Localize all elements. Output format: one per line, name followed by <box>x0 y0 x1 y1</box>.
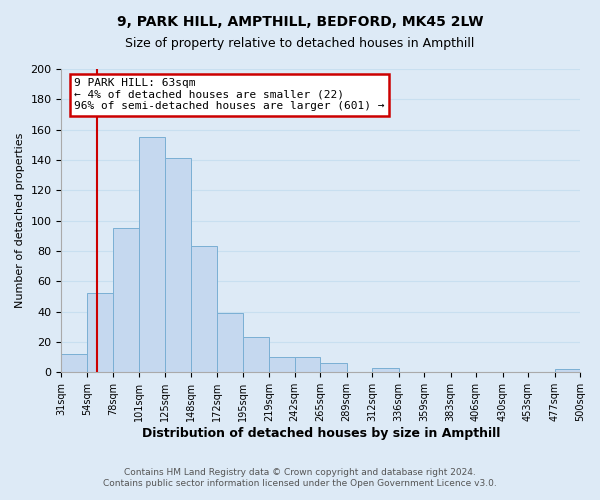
Text: 9, PARK HILL, AMPTHILL, BEDFORD, MK45 2LW: 9, PARK HILL, AMPTHILL, BEDFORD, MK45 2L… <box>117 15 483 29</box>
Bar <box>217 313 243 372</box>
Bar <box>320 363 347 372</box>
Bar <box>191 246 217 372</box>
Y-axis label: Number of detached properties: Number of detached properties <box>15 133 25 308</box>
Bar <box>295 357 320 372</box>
Bar <box>139 138 166 372</box>
Bar <box>166 158 191 372</box>
Bar <box>269 357 295 372</box>
Bar <box>554 370 580 372</box>
Bar <box>113 228 139 372</box>
Bar <box>61 354 87 372</box>
X-axis label: Distribution of detached houses by size in Ampthill: Distribution of detached houses by size … <box>142 427 500 440</box>
Text: Size of property relative to detached houses in Ampthill: Size of property relative to detached ho… <box>125 38 475 51</box>
Bar <box>87 294 113 372</box>
Bar <box>243 338 269 372</box>
Bar <box>372 368 398 372</box>
Text: 9 PARK HILL: 63sqm
← 4% of detached houses are smaller (22)
96% of semi-detached: 9 PARK HILL: 63sqm ← 4% of detached hous… <box>74 78 385 112</box>
Text: Contains HM Land Registry data © Crown copyright and database right 2024.
Contai: Contains HM Land Registry data © Crown c… <box>103 468 497 487</box>
